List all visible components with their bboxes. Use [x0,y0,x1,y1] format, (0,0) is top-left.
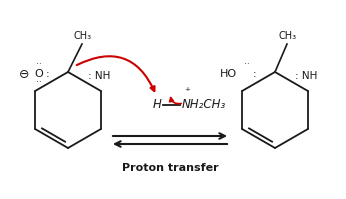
Text: HO: HO [220,69,237,79]
Text: NH₂CH₃: NH₂CH₃ [182,99,226,111]
Text: ··: ·· [36,60,42,69]
Text: CH₃: CH₃ [74,31,92,41]
Text: CH₃: CH₃ [279,31,297,41]
Text: H: H [153,99,162,111]
Text: : NH: : NH [295,71,317,81]
Text: : NH: : NH [88,71,110,81]
FancyArrowPatch shape [77,56,155,91]
Text: ··: ·· [36,78,42,88]
Text: O: O [35,69,43,79]
Text: :: : [46,69,50,79]
Text: :: : [253,69,257,79]
Text: ⁺: ⁺ [184,87,190,97]
Text: ⊖: ⊖ [19,67,29,81]
Text: ··: ·· [244,60,250,69]
FancyArrowPatch shape [170,98,181,104]
Text: Proton transfer: Proton transfer [122,163,218,173]
